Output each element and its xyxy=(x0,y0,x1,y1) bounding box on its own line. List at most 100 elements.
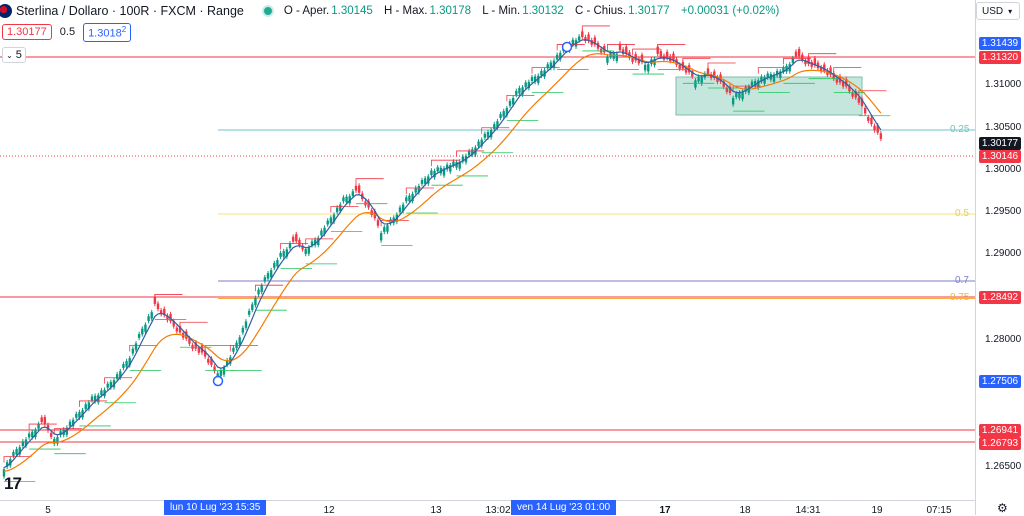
candle-body xyxy=(172,320,175,327)
sell-button[interactable]: 1.30177 xyxy=(2,24,52,41)
candle-body xyxy=(241,327,245,333)
high-label: H - Max. xyxy=(384,5,428,17)
candle-body xyxy=(21,441,25,447)
candle-body xyxy=(559,52,562,60)
resistance-step xyxy=(833,67,862,74)
candle-body xyxy=(244,321,248,328)
candle-body xyxy=(213,366,216,372)
candle-body xyxy=(2,469,6,477)
resistance-step xyxy=(355,178,384,185)
candle-body xyxy=(40,417,43,423)
resistance-step xyxy=(104,377,133,384)
y-tick: 1.28000 xyxy=(985,334,1022,345)
candle-body xyxy=(411,193,414,202)
candle-body xyxy=(527,81,531,89)
candle-body xyxy=(194,342,197,349)
fib-anchor-low[interactable] xyxy=(212,375,224,387)
x-tick: 18 xyxy=(739,505,751,516)
x-tick: 19 xyxy=(871,505,883,516)
candle-body xyxy=(298,239,301,246)
candle-body xyxy=(606,56,609,63)
high-value: 1.30178 xyxy=(429,5,472,17)
candle-body xyxy=(521,87,524,95)
candle-body xyxy=(549,62,553,69)
candle-body xyxy=(797,48,801,57)
candle-body xyxy=(763,77,766,84)
indicators-toggle-button[interactable]: ⌄ 5 xyxy=(2,47,26,63)
resistance-step xyxy=(3,456,32,463)
candle-body xyxy=(279,252,282,257)
candle-body xyxy=(841,81,845,87)
currency-selector[interactable]: USD ▾ xyxy=(976,2,1020,20)
candle-body xyxy=(533,76,537,82)
candle-body xyxy=(760,76,763,82)
candle-body xyxy=(156,303,160,310)
open-value: 1.30145 xyxy=(331,5,373,17)
resistance-step xyxy=(732,85,761,93)
candle-body xyxy=(367,201,370,208)
fib-label-05: 0.5 xyxy=(955,208,969,219)
spread-value: 0.5 xyxy=(59,26,76,39)
candle-body xyxy=(163,308,166,316)
resistance-step xyxy=(556,44,585,51)
symbol-legend[interactable]: Sterlina / Dollaro · 100R · FXCM · Range… xyxy=(0,0,787,22)
candle-body xyxy=(288,243,292,249)
candle-body xyxy=(678,64,681,69)
candle-body xyxy=(807,57,810,64)
candle-body xyxy=(489,130,493,138)
time-highlight-start: lun 10 Lug '23 15:35 xyxy=(164,500,267,515)
resistance-step xyxy=(255,284,284,292)
candle-body xyxy=(310,241,314,246)
resistance-step xyxy=(607,44,636,51)
resistance-step xyxy=(707,62,736,69)
market-status-icon xyxy=(261,5,274,17)
plot-area[interactable] xyxy=(0,0,975,500)
candle-body xyxy=(24,439,28,446)
candle-body xyxy=(546,64,549,69)
candle-body xyxy=(301,245,304,250)
gear-icon[interactable]: ⚙ xyxy=(997,501,1008,515)
candle-body xyxy=(106,383,109,388)
ohlc-values: O - Aper. 1.30145 H - Max. 1.30178 L - Min… xyxy=(284,5,787,17)
candle-body xyxy=(775,70,779,76)
candle-body xyxy=(90,396,94,401)
candle-body xyxy=(386,225,389,232)
candle-body xyxy=(518,87,521,94)
candle-body xyxy=(291,236,295,242)
candle-body xyxy=(405,197,408,202)
candle-body xyxy=(93,395,97,402)
candle-body xyxy=(637,58,641,64)
candle-body xyxy=(326,220,329,225)
currency-label: USD xyxy=(982,5,1004,17)
fib-anchor-high[interactable] xyxy=(561,41,573,53)
candle-body xyxy=(867,116,870,121)
candle-body xyxy=(144,324,147,332)
candle-body xyxy=(295,234,298,242)
candle-body xyxy=(665,51,669,59)
tradingview-logo-icon[interactable]: 17 xyxy=(4,474,22,493)
candle-body xyxy=(467,151,471,155)
candle-body xyxy=(458,161,461,169)
candle-body xyxy=(119,371,122,378)
candle-body xyxy=(515,90,518,95)
candle-body xyxy=(659,51,663,57)
symbol-title[interactable]: Sterlina / Dollaro · 100R · FXCM · Range xyxy=(16,4,244,18)
buy-button[interactable]: 1.30182 xyxy=(83,23,132,42)
candle-body xyxy=(141,328,144,335)
candle-body xyxy=(370,210,373,215)
candle-body xyxy=(436,167,439,172)
candle-body xyxy=(643,64,647,71)
resistance-step xyxy=(431,159,460,167)
y-tick: 1.29500 xyxy=(985,206,1022,217)
price-label-hline: 1.28492 xyxy=(979,291,1021,304)
candle-body xyxy=(251,304,254,310)
rectangle-drawing[interactable] xyxy=(675,76,863,116)
candle-body xyxy=(335,207,339,213)
candle-body xyxy=(383,227,386,232)
resistance-step xyxy=(179,321,208,329)
candle-body xyxy=(571,39,575,45)
candle-body xyxy=(84,404,87,409)
y-tick: 1.30500 xyxy=(985,122,1022,133)
resistance-step xyxy=(53,428,82,435)
